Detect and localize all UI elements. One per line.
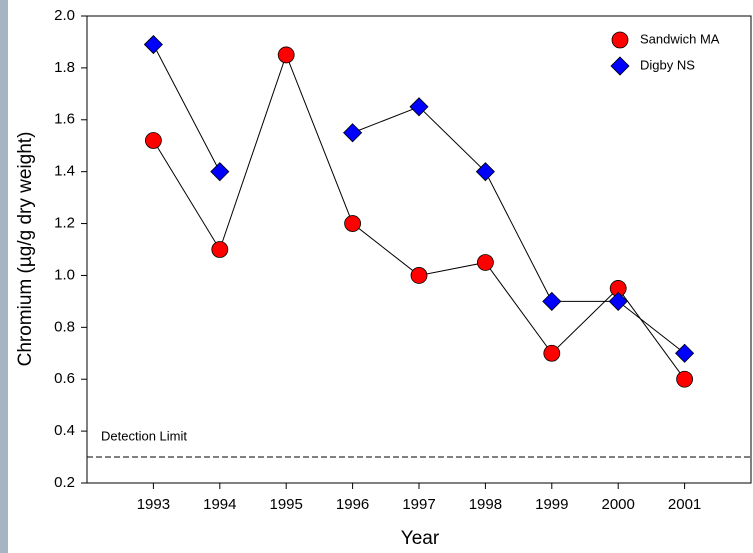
legend-marker (610, 56, 630, 76)
data-point (543, 344, 561, 362)
x-tick-label: 1995 (270, 496, 303, 513)
y-tick-label: 0.4 (54, 422, 75, 439)
data-point (277, 46, 295, 64)
x-tick-label: 1996 (336, 496, 369, 513)
y-tick-label: 2.0 (54, 7, 75, 24)
data-point (344, 215, 362, 232)
data-point (409, 97, 429, 117)
data-point (608, 291, 628, 311)
data-point (410, 267, 428, 284)
data-point (675, 343, 695, 363)
x-axis-label: Year (401, 528, 440, 549)
side-strip (0, 0, 8, 553)
data-point (343, 123, 363, 143)
x-tick-label: 1994 (203, 496, 236, 513)
data-point (676, 370, 693, 388)
x-tick-label: 2001 (668, 496, 701, 513)
x-tick-label: 1999 (535, 496, 568, 513)
y-tick-label: 1.0 (54, 266, 75, 283)
detection-limit-label: Detection Limit (101, 428, 187, 443)
y-tick-label: 1.4 (54, 163, 75, 180)
x-tick-label: 1997 (402, 496, 435, 513)
x-tick-label: 1993 (137, 496, 170, 513)
data-point (476, 254, 494, 271)
data-point (475, 162, 495, 182)
data-point (211, 241, 229, 258)
y-tick-label: 0.2 (54, 474, 75, 491)
y-axis-label: Chromium (µg/g dry weight) (15, 132, 36, 367)
y-tick-label: 0.6 (54, 370, 75, 387)
y-tick-label: 1.8 (54, 59, 75, 76)
y-tick-label: 1.2 (54, 215, 75, 232)
y-tick-label: 0.8 (54, 318, 75, 335)
data-point (144, 132, 162, 149)
legend-label: Sandwich MA (640, 31, 720, 46)
legend-label: Digby NS (640, 57, 695, 72)
legend-marker (611, 31, 629, 49)
x-tick-label: 2000 (602, 496, 635, 513)
y-tick-label: 1.6 (54, 111, 75, 128)
data-point (143, 34, 163, 55)
data-point (542, 291, 562, 311)
x-tick-label: 1998 (469, 496, 502, 513)
series-line (152, 44, 685, 354)
plot-frame (86, 15, 752, 484)
data-point (210, 162, 230, 182)
